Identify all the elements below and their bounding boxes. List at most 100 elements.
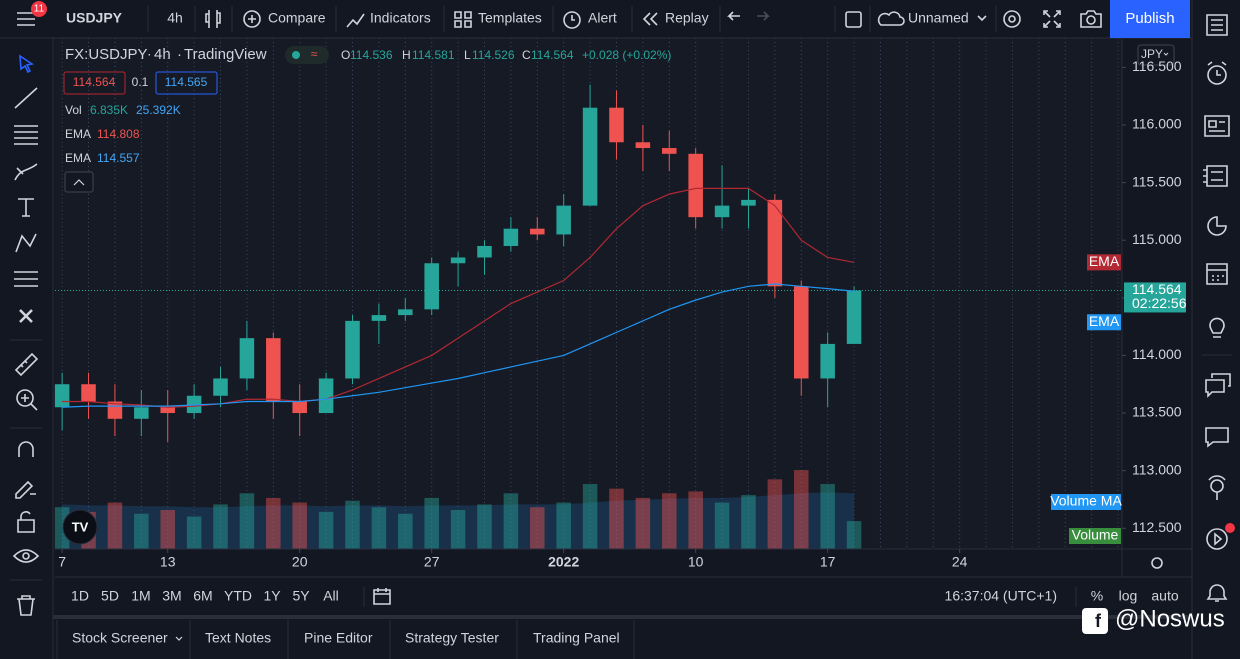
hide-tool[interactable]: [12, 549, 40, 563]
delete-tool[interactable]: [17, 595, 35, 616]
text-tool[interactable]: [18, 198, 34, 217]
range-button[interactable]: 1M: [131, 588, 150, 604]
ema-tag: [1087, 254, 1121, 271]
tv-logo[interactable]: [62, 509, 98, 545]
range-button[interactable]: 3M: [162, 588, 181, 604]
templates-button[interactable]: Templates: [478, 10, 542, 26]
volume-bar: [345, 500, 360, 549]
compare-button[interactable]: Compare: [268, 10, 326, 26]
candle-body: [714, 205, 730, 218]
volume-bar: [292, 502, 307, 549]
candle-body: [662, 148, 677, 154]
lock-drawing-tool[interactable]: [15, 480, 36, 499]
fib-tool[interactable]: [14, 125, 38, 145]
magnet-tool[interactable]: [18, 441, 34, 457]
range-button[interactable]: 1D: [71, 588, 89, 604]
chats-button[interactable]: [1205, 373, 1231, 398]
date-range-button[interactable]: [373, 588, 391, 605]
percent-toggle[interactable]: %: [1091, 588, 1103, 604]
widget-bar: [1202, 14, 1235, 602]
hotlists-button[interactable]: [1207, 216, 1227, 236]
zoom-tool[interactable]: [16, 389, 34, 407]
axis-settings-button[interactable]: [1151, 557, 1163, 569]
currency-label[interactable]: JPY: [1141, 47, 1163, 61]
pattern-tool[interactable]: [15, 233, 37, 253]
range-button[interactable]: 5D: [101, 588, 119, 604]
menu-button[interactable]: [17, 12, 35, 26]
layout-name[interactable]: Unnamed: [908, 10, 969, 26]
range-button[interactable]: 5Y: [292, 588, 310, 604]
collapse-legend[interactable]: [64, 171, 94, 193]
tab[interactable]: Strategy Tester: [405, 630, 499, 646]
open-label: O: [341, 48, 350, 62]
currency-button[interactable]: [1137, 44, 1175, 66]
tab[interactable]: Stock Screener: [72, 630, 168, 646]
chat-button[interactable]: [1205, 427, 1229, 448]
prediction-tool[interactable]: [14, 271, 38, 287]
ideas-button[interactable]: [1209, 317, 1225, 338]
x-tick-label: 24: [952, 554, 968, 570]
interval-button[interactable]: 4h: [167, 10, 183, 26]
legend-symbol: FX:USDJPY: [65, 46, 148, 63]
volume-tag: [1051, 494, 1121, 510]
volume-bar: [186, 516, 202, 549]
volume-bar: [662, 493, 677, 549]
streams-button[interactable]: [1208, 475, 1226, 500]
badge: [31, 1, 47, 17]
broadcast-button[interactable]: [1206, 528, 1228, 550]
calendar-list-button[interactable]: [1203, 165, 1228, 187]
range-button[interactable]: 6M: [193, 588, 212, 604]
tab[interactable]: Text Notes: [205, 630, 271, 646]
volume-tag-label: Volume: [1072, 527, 1119, 543]
sell-box[interactable]: [63, 71, 126, 95]
watchlist-button[interactable]: [1206, 14, 1228, 36]
alerts-button[interactable]: [1207, 65, 1227, 85]
undo-button[interactable]: [727, 11, 740, 21]
symbol-search[interactable]: USDJPY: [66, 10, 123, 26]
cloud-icon: [877, 11, 905, 26]
measure-tool[interactable]: [14, 352, 39, 377]
replay-icon: [642, 12, 658, 26]
clock[interactable]: 16:37:04 (UTC+1): [945, 588, 1057, 604]
replay-button[interactable]: Replay: [665, 10, 709, 26]
volume-bar: [714, 502, 730, 549]
badge-count: 11: [34, 4, 45, 15]
fullscreen-button[interactable]: [1043, 10, 1061, 28]
price-tag: [1124, 282, 1186, 313]
redo-button[interactable]: [757, 11, 770, 21]
volume-bar: [635, 497, 651, 549]
snapshot-button[interactable]: [1080, 10, 1102, 28]
auto-toggle[interactable]: auto: [1151, 588, 1178, 604]
indicators-button[interactable]: Indicators: [370, 10, 431, 26]
tab[interactable]: Trading Panel: [533, 630, 620, 646]
range-button[interactable]: 1Y: [263, 588, 281, 604]
cursor-tool[interactable]: [19, 54, 35, 74]
settings-button[interactable]: [1003, 10, 1021, 28]
buy-box[interactable]: [155, 71, 218, 95]
layout-button[interactable]: [845, 11, 862, 28]
remove-tool[interactable]: [19, 309, 33, 323]
news-button[interactable]: [1204, 115, 1230, 137]
brush-tool[interactable]: [14, 163, 38, 181]
publish-button[interactable]: [1110, 0, 1190, 38]
publish-label[interactable]: Publish: [1125, 10, 1174, 27]
buy-price[interactable]: 114.565: [165, 75, 208, 89]
chart-type-button[interactable]: [205, 10, 221, 28]
range-button[interactable]: All: [323, 588, 339, 604]
log-toggle[interactable]: log: [1119, 588, 1138, 604]
range-bar: 1D 5D 1M 3M 6M YTD 1Y 5Y All: [71, 588, 339, 604]
sell-price[interactable]: 114.564: [73, 75, 116, 89]
alert-button[interactable]: Alert: [588, 10, 617, 26]
notifications-button[interactable]: [1206, 584, 1228, 602]
lock-tool[interactable]: [17, 511, 35, 533]
calendar-button[interactable]: [1206, 263, 1228, 285]
y-tick-label: 114.000: [1132, 346, 1182, 362]
ema-value: 114.557: [97, 151, 140, 165]
svg-text:≈: ≈: [311, 47, 318, 61]
legend-interval: 4h: [154, 46, 171, 63]
trend-line-tool[interactable]: [14, 87, 38, 109]
volume-bar: [688, 491, 703, 549]
market-status[interactable]: [285, 46, 329, 64]
tab[interactable]: Pine Editor: [304, 630, 373, 646]
range-button[interactable]: YTD: [224, 588, 252, 604]
